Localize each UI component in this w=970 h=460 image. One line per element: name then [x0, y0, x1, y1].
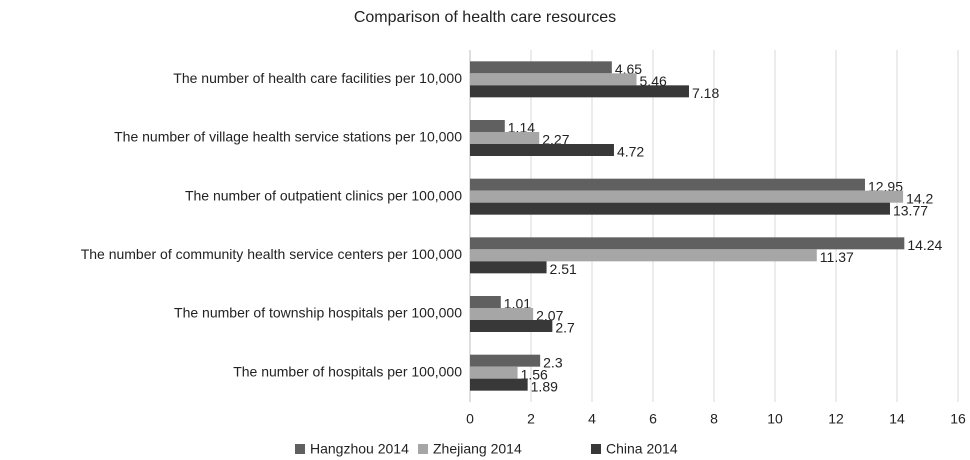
x-tick-label: 16	[950, 411, 966, 427]
data-label: 2.3	[543, 354, 563, 370]
bar	[470, 85, 689, 98]
data-label: 7.18	[692, 85, 719, 101]
bar	[470, 308, 534, 320]
data-label: 2.51	[550, 261, 577, 277]
y-tick-label: The number of community health service c…	[81, 246, 463, 262]
data-label: 14.2	[906, 190, 933, 206]
y-tick-label: The number of outpatient clinics per 100…	[185, 187, 462, 203]
x-tick-label: 0	[466, 411, 474, 427]
y-tick-label: The number of health care facilities per…	[173, 70, 462, 86]
bar	[470, 366, 518, 379]
bar	[470, 202, 890, 215]
data-label: 12.95	[868, 178, 903, 194]
x-tick-label: 10	[767, 411, 783, 427]
chart-title: Comparison of health care resources	[354, 9, 616, 26]
legend-swatch	[418, 444, 428, 454]
y-tick-label: The number of hospitals per 100,000	[233, 363, 462, 379]
x-tick-label: 8	[710, 411, 718, 427]
legend-swatch	[295, 444, 305, 454]
x-tick-label: 4	[588, 411, 596, 427]
bar	[470, 61, 612, 74]
x-tick-label: 2	[527, 411, 535, 427]
legend-swatch	[591, 444, 601, 454]
y-tick-label: The number of village health service sta…	[114, 129, 462, 145]
data-label: 2.27	[542, 132, 569, 148]
data-label: 2.7	[555, 320, 575, 336]
data-label: 1.14	[508, 120, 535, 136]
data-label: 1.01	[504, 296, 531, 312]
data-label: 13.77	[893, 202, 928, 218]
x-tick-label: 14	[889, 411, 905, 427]
legend-label: China 2014	[606, 441, 678, 457]
data-label: 4.65	[615, 61, 642, 77]
bar	[470, 320, 553, 332]
data-label: 1.89	[531, 378, 558, 394]
x-tick-label: 12	[828, 411, 844, 427]
data-label: 1.56	[521, 366, 548, 382]
bar	[470, 249, 817, 262]
bar	[470, 296, 501, 308]
bar	[470, 144, 614, 156]
y-tick-label: The number of township hospitals per 100…	[174, 305, 462, 321]
data-label: 14.24	[907, 237, 942, 253]
bar	[470, 73, 637, 86]
bar	[470, 378, 528, 391]
bar	[470, 190, 904, 203]
bar	[470, 132, 540, 144]
legend-label: Hangzhou 2014	[310, 441, 409, 457]
data-label: 5.46	[640, 73, 667, 89]
bar	[470, 178, 865, 191]
bar	[470, 261, 547, 274]
data-label: 2.07	[536, 308, 563, 324]
data-label: 11.37	[820, 249, 854, 265]
bar	[470, 237, 905, 250]
x-tick-label: 6	[649, 411, 657, 427]
legend-label: Zhejiang 2014	[433, 441, 522, 457]
data-label: 4.72	[617, 144, 644, 160]
bar	[470, 120, 505, 132]
bar	[470, 354, 541, 367]
